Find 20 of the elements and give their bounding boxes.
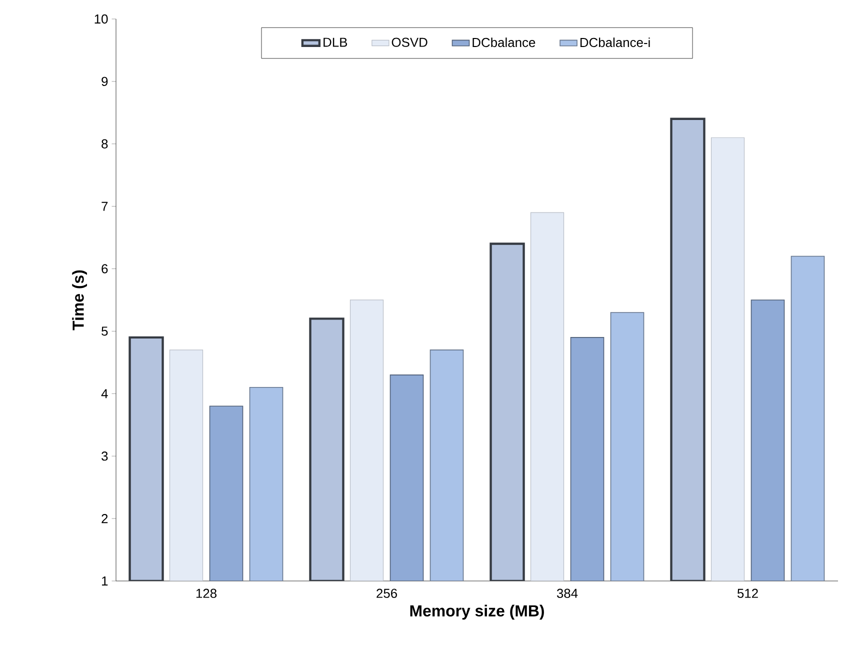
y-tick-label: 9 [102, 76, 108, 86]
y-tick-label: 3 [102, 452, 108, 461]
y-tick-label: 7 [102, 202, 108, 211]
legend-label: OSVD [392, 38, 428, 47]
legend-label: DLB [324, 38, 348, 47]
y-tick-label: 10 [94, 14, 108, 24]
legend-label: DCbalance [472, 38, 536, 48]
x-tick-label: 512 [737, 588, 758, 598]
legend-label: DCbalance-i [580, 38, 650, 48]
x-tick-label: 128 [196, 588, 216, 598]
y-axis-title: Time (s) [72, 270, 87, 330]
y-tick-label: 1 [102, 576, 108, 586]
x-tick-label: 384 [556, 588, 578, 598]
y-tick-label: 6 [102, 264, 108, 274]
y-tick-label: 5 [102, 326, 108, 336]
x-axis-title: Memory size (MB) [410, 604, 544, 620]
x-tick-label: 256 [376, 588, 397, 598]
y-tick-label: 2 [102, 514, 108, 524]
y-tick-label: 8 [102, 139, 108, 148]
y-tick-label: 4 [101, 389, 108, 398]
